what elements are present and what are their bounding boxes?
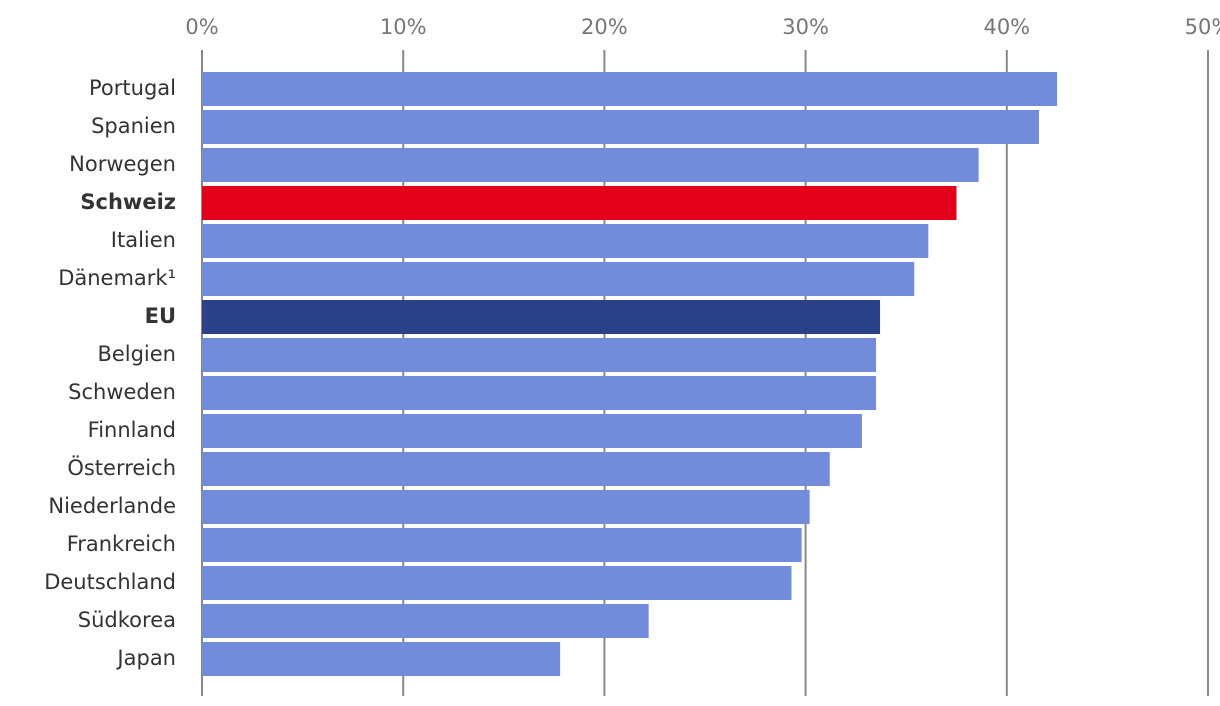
bar [202,490,810,524]
y-tick-label: Finnland [88,418,176,442]
y-tick-label: EU [145,304,176,328]
x-tick-label: 50% [1185,15,1220,39]
bar [202,338,877,372]
bar [202,262,915,296]
x-tick-label: 0% [185,15,218,39]
bar [202,148,979,182]
y-tick-label: Schweden [68,380,176,404]
y-tick-label: Niederlande [48,494,176,518]
bar [202,604,649,638]
y-tick-label: Südkorea [78,608,176,632]
bar [202,452,830,486]
y-tick-label: Deutschland [44,570,176,594]
y-tick-label: Frankreich [67,532,176,556]
x-tick-label: 20% [581,15,628,39]
y-tick-label: Belgien [97,342,176,366]
bar [202,566,792,600]
y-tick-label: Japan [115,646,176,670]
x-tick-label: 10% [380,15,427,39]
y-tick-label: Portugal [89,76,176,100]
bar [202,186,957,220]
bar [202,224,929,258]
x-tick-label: 40% [983,15,1030,39]
bar [202,300,881,334]
y-tick-label: Österreich [67,455,176,480]
bar [202,110,1039,144]
bar [202,414,862,448]
bar [202,642,561,676]
y-tick-label: Italien [111,228,176,252]
bar [202,528,802,562]
y-tick-label: Norwegen [69,152,176,176]
y-tick-label: Spanien [91,114,176,138]
bar [202,72,1058,106]
y-tick-label: Dänemark¹ [58,266,176,290]
x-tick-label: 30% [782,15,829,39]
y-tick-label: Schweiz [80,190,176,214]
bar [202,376,877,410]
